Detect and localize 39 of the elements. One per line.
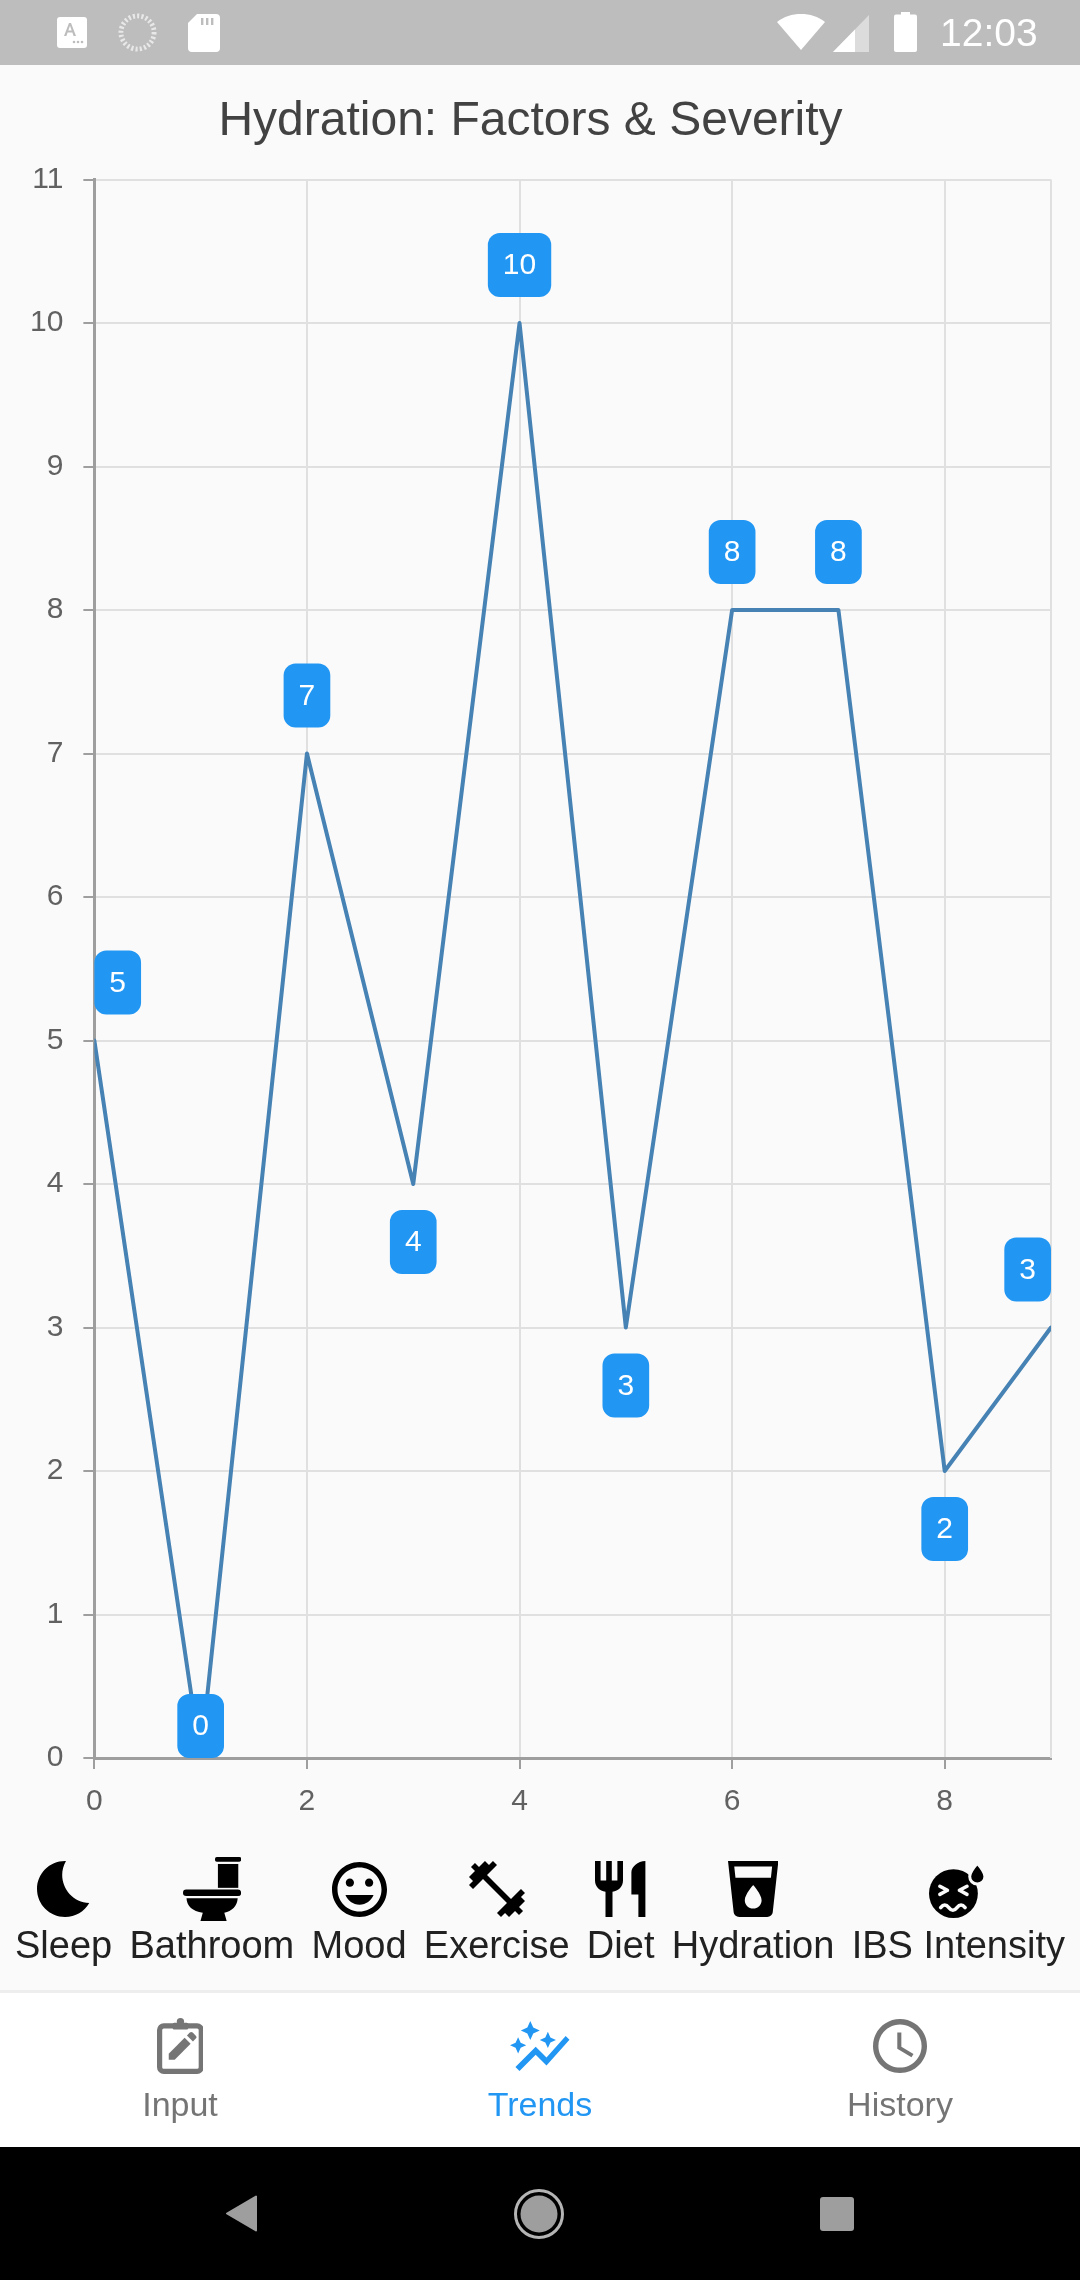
y-tick-label: 7 — [46, 734, 64, 768]
text: Mood — [311, 1924, 407, 1966]
x-tick-label: 4 — [511, 1783, 528, 1817]
x-tick-label: 8 — [936, 1783, 954, 1817]
y-tick-label: 10 — [29, 304, 64, 338]
y-tick-label: 6 — [46, 878, 64, 912]
data-label: 3 — [617, 1367, 635, 1401]
x-tick-label: 2 — [298, 1783, 316, 1817]
y-tick-label: 2 — [46, 1452, 64, 1486]
text: Hydration — [671, 1924, 835, 1966]
data-label: 8 — [723, 534, 741, 568]
data-label: 8 — [830, 534, 847, 568]
text: Sleep — [15, 1924, 113, 1966]
y-tick-label: 1 — [46, 1595, 64, 1629]
text: Bathroom — [129, 1924, 295, 1966]
y-tick-label: 8 — [46, 591, 64, 625]
text: 12:03 — [940, 11, 1038, 54]
data-label: 0 — [192, 1708, 210, 1742]
data-label: 3 — [1019, 1251, 1036, 1285]
text: Input — [142, 2084, 218, 2124]
data-label: 2 — [936, 1511, 954, 1545]
data-label: 10 — [502, 247, 537, 281]
text: History — [847, 2084, 953, 2124]
y-tick-label: 11 — [32, 160, 64, 194]
text: Diet — [586, 1924, 655, 1966]
text: Exercise — [423, 1924, 570, 1966]
text: IBS Intensity — [851, 1924, 1065, 1966]
text: Trends — [487, 2084, 593, 2124]
x-tick-label: 0 — [86, 1783, 103, 1817]
data-label: 4 — [404, 1224, 422, 1258]
y-tick-label: 9 — [46, 447, 64, 481]
y-tick-label: 0 — [46, 1739, 64, 1773]
y-tick-label: 4 — [46, 1165, 64, 1199]
y-tick-label: 5 — [46, 1021, 64, 1055]
x-tick-label: 6 — [723, 1783, 741, 1817]
data-label: 5 — [109, 964, 127, 998]
data-label: 7 — [298, 677, 316, 711]
y-tick-label: 3 — [46, 1308, 64, 1342]
chart-title: Hydration: Factors & Severity — [218, 92, 843, 146]
